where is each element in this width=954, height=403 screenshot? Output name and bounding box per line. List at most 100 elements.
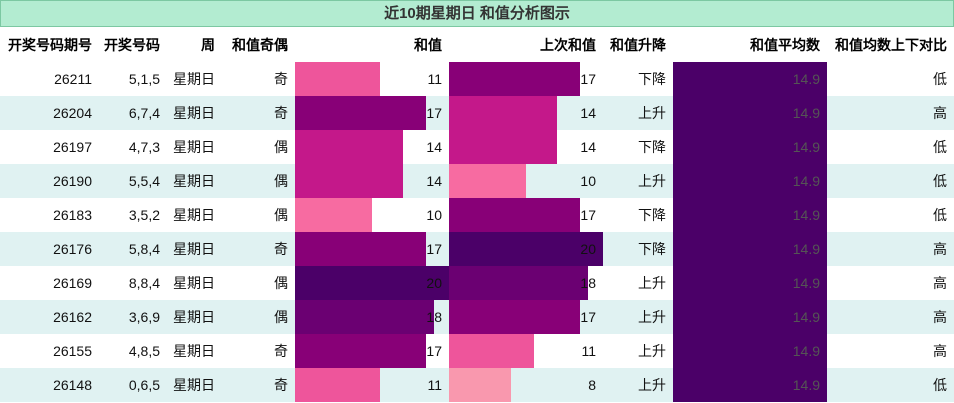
table-cell: 低 <box>933 207 947 223</box>
data-bar <box>295 164 403 198</box>
data-bar <box>449 96 557 130</box>
table-cell: 低 <box>933 139 947 155</box>
column-header: 开奖号码期号 <box>8 37 92 53</box>
table-cell: 星期日 <box>173 71 215 87</box>
table-cell: 17 <box>426 343 442 359</box>
data-bar <box>449 198 580 232</box>
column-header: 开奖号码 <box>104 37 160 53</box>
table-cell: 上升 <box>638 275 666 291</box>
column-header: 和值奇偶 <box>232 37 288 53</box>
data-bar <box>673 96 827 130</box>
table-cell: 上升 <box>638 377 666 393</box>
data-bar <box>295 300 434 334</box>
table-title: 近10期星期日 和值分析图示 <box>0 0 954 27</box>
table-cell: 下降 <box>638 139 666 155</box>
column-header: 周 <box>201 37 215 53</box>
data-bar <box>449 130 557 164</box>
table-cell: 星期日 <box>173 105 215 121</box>
table-cell: 奇 <box>274 241 288 257</box>
data-bar <box>673 130 827 164</box>
data-bar <box>673 232 827 266</box>
table-cell: 17 <box>580 309 596 325</box>
data-bar <box>295 266 449 300</box>
column-header: 和值均数上下对比 <box>835 37 947 53</box>
table-cell: 低 <box>933 71 947 87</box>
table-cell: 偶 <box>274 275 288 291</box>
column-header: 上次和值 <box>540 37 596 53</box>
table-cell: 14.9 <box>792 207 820 223</box>
table-cell: 5,5,4 <box>128 173 160 189</box>
data-bar <box>295 130 403 164</box>
data-bar <box>673 198 827 232</box>
table-cell: 17 <box>580 207 596 223</box>
table-cell: 低 <box>933 377 947 393</box>
table-cell: 3,5,2 <box>128 207 160 223</box>
column-header: 和值 <box>414 37 442 53</box>
table-cell: 11 <box>427 377 442 393</box>
data-bar <box>449 266 588 300</box>
table-cell: 偶 <box>274 207 288 223</box>
table-cell: 20 <box>426 275 442 291</box>
table-cell: 高 <box>933 241 947 257</box>
table-cell: 奇 <box>274 105 288 121</box>
table-cell: 高 <box>933 309 947 325</box>
table-cell: 星期日 <box>173 343 215 359</box>
column-header: 和值平均数 <box>750 37 820 53</box>
table-cell: 星期日 <box>173 139 215 155</box>
table-cell: 14.9 <box>792 343 820 359</box>
table-cell: 14.9 <box>792 71 820 87</box>
data-bar <box>295 198 372 232</box>
data-bar <box>295 368 380 402</box>
data-bar <box>295 62 380 96</box>
table-cell: 14 <box>580 139 596 155</box>
table-cell: 14.9 <box>792 241 820 257</box>
table-cell: 11 <box>581 343 596 359</box>
data-bar <box>673 266 827 300</box>
table-cell: 8 <box>588 377 596 393</box>
table-cell: 26183 <box>53 207 92 223</box>
table-cell: 下降 <box>638 207 666 223</box>
table-cell: 26211 <box>54 71 92 87</box>
table-cell: 14.9 <box>792 275 820 291</box>
table-cell: 偶 <box>274 309 288 325</box>
table-cell: 上升 <box>638 173 666 189</box>
table-cell: 高 <box>933 105 947 121</box>
table-cell: 低 <box>933 173 947 189</box>
table-cell: 上升 <box>638 343 666 359</box>
data-bar <box>449 334 534 368</box>
table-cell: 26176 <box>53 241 92 257</box>
table-cell: 14 <box>426 139 442 155</box>
table-cell: 26155 <box>53 343 92 359</box>
table-cell: 5,8,4 <box>128 241 160 257</box>
table-cell: 星期日 <box>173 207 215 223</box>
table-cell: 奇 <box>274 377 288 393</box>
table-cell: 下降 <box>638 71 666 87</box>
table-cell: 4,7,3 <box>128 139 160 155</box>
table-cell: 高 <box>933 343 947 359</box>
table-cell: 星期日 <box>173 241 215 257</box>
data-bar <box>449 62 580 96</box>
data-bar <box>449 300 580 334</box>
table-cell: 10 <box>426 207 442 223</box>
table-cell: 26148 <box>53 377 92 393</box>
table-cell: 14 <box>426 173 442 189</box>
table-cell: 0,6,5 <box>128 377 160 393</box>
table-cell: 10 <box>580 173 596 189</box>
data-bar <box>295 334 426 368</box>
table-cell: 20 <box>580 241 596 257</box>
table-cell: 星期日 <box>173 309 215 325</box>
data-bar <box>673 62 827 96</box>
table-cell: 偶 <box>274 173 288 189</box>
data-bar <box>449 164 526 198</box>
table-cell: 14.9 <box>792 309 820 325</box>
table-cell: 下降 <box>638 241 666 257</box>
table-cell: 14 <box>580 105 596 121</box>
data-bar <box>449 368 511 402</box>
table-cell: 26169 <box>53 275 92 291</box>
table-cell: 26197 <box>53 139 92 155</box>
data-bar <box>673 368 827 402</box>
data-bar <box>673 300 827 334</box>
table-cell: 26190 <box>53 173 92 189</box>
table-cell: 星期日 <box>173 275 215 291</box>
